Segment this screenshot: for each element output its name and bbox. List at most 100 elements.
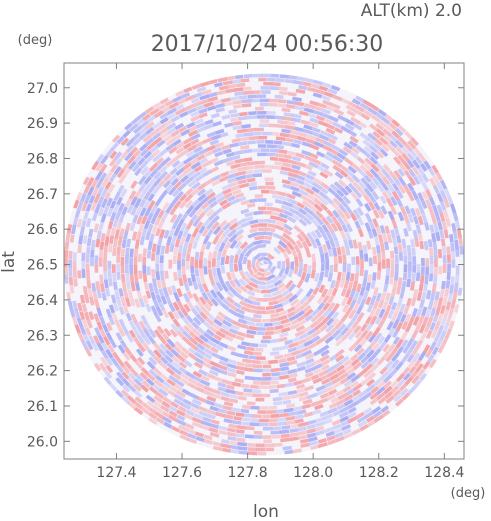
radar-cell — [258, 343, 268, 348]
radar-cell — [241, 383, 250, 389]
radar-cell — [241, 103, 252, 108]
radar-cell — [217, 408, 227, 414]
radar-cell — [310, 230, 318, 240]
radar-cell — [176, 230, 184, 240]
radar-cell — [141, 380, 151, 389]
radar-cell — [363, 194, 372, 204]
radar-cell — [217, 234, 226, 244]
radar-cell — [99, 316, 106, 326]
radar-cell — [362, 139, 372, 148]
radar-cell — [346, 109, 356, 117]
radar-cell — [411, 308, 418, 318]
radar-cell — [157, 218, 165, 229]
radar-cell — [337, 216, 345, 226]
radar-cell — [279, 90, 288, 96]
radar-cell — [276, 124, 287, 129]
radar-cell — [334, 333, 343, 342]
radar-cell — [305, 212, 315, 221]
radar-cell — [237, 318, 248, 325]
radar-cell — [321, 288, 329, 298]
radar-cell — [365, 170, 375, 179]
radar-cell — [178, 125, 188, 133]
radar-cell — [225, 388, 236, 395]
radar-cell — [336, 246, 342, 256]
radar-cell — [251, 98, 261, 103]
radar-cell — [335, 436, 345, 443]
radar-cell — [297, 426, 307, 432]
radar-cell — [306, 86, 317, 93]
radar-cell — [356, 207, 365, 216]
radar-cell — [163, 328, 172, 337]
radar-cell — [246, 401, 256, 406]
radar-cell — [152, 299, 160, 309]
radar-cell — [299, 260, 303, 270]
radar-cell — [228, 217, 238, 226]
radar-cell — [345, 169, 355, 178]
radar-cell — [235, 133, 245, 138]
radar-cell — [209, 289, 218, 299]
radar-cell — [296, 387, 306, 394]
radar-cell — [249, 227, 258, 234]
radar-cell — [257, 410, 267, 414]
radar-cell — [435, 305, 442, 316]
radar-cell — [318, 271, 325, 281]
radar-cell — [182, 398, 192, 406]
radar-cell — [278, 391, 289, 397]
radar-cell — [217, 386, 227, 393]
radar-cell — [346, 175, 355, 184]
radar-cell — [265, 140, 274, 144]
radar-cell — [266, 206, 277, 212]
radar-cell — [159, 373, 169, 382]
radar-cell — [287, 390, 298, 396]
radar-cell — [308, 204, 319, 214]
radar-cell — [190, 97, 200, 104]
radar-cell — [412, 159, 421, 169]
radar-cell — [349, 380, 359, 389]
radar-cell — [132, 149, 142, 158]
radar-cell — [221, 183, 232, 191]
radar-cell — [211, 283, 220, 294]
radar-cell — [373, 142, 383, 152]
radar-cell — [107, 260, 112, 270]
radar-cell — [360, 258, 364, 268]
radar-cell — [360, 360, 370, 370]
radar-cell — [368, 334, 376, 343]
radar-cell — [445, 301, 452, 311]
radar-cell — [413, 175, 421, 185]
radar-cell — [196, 342, 206, 351]
radar-cell — [236, 166, 247, 172]
radar-cell — [343, 359, 352, 367]
radar-cell — [396, 190, 404, 199]
radar-cell — [194, 431, 205, 438]
radar-cell — [346, 223, 353, 233]
radar-cell — [270, 148, 280, 153]
radar-cell — [312, 329, 322, 338]
radar-cell — [127, 401, 137, 410]
radar-cell — [285, 280, 294, 289]
radar-cell — [238, 270, 246, 279]
radar-cell — [125, 272, 130, 282]
radar-cell — [364, 157, 374, 166]
radar-cell — [341, 224, 349, 233]
radar-cell — [181, 402, 192, 410]
radar-cell — [251, 265, 258, 274]
radar-cell — [393, 246, 399, 255]
radar-cell — [327, 439, 337, 446]
radar-cell — [155, 306, 164, 317]
radar-cell — [199, 251, 204, 261]
radar-cell — [131, 132, 141, 141]
radar-cell — [393, 226, 400, 236]
radar-cell — [308, 436, 318, 442]
radar-cell — [118, 202, 125, 212]
radar-cell — [351, 256, 356, 265]
radar-cell — [272, 346, 282, 352]
radar-cell — [295, 239, 304, 249]
radar-cell — [363, 162, 373, 171]
radar-cell — [398, 162, 407, 172]
radar-cell — [121, 395, 130, 404]
radar-cell — [195, 436, 205, 443]
radar-cell — [369, 194, 377, 204]
radar-cell — [215, 102, 226, 109]
radar-cell — [451, 223, 457, 232]
radar-cell — [238, 161, 249, 167]
